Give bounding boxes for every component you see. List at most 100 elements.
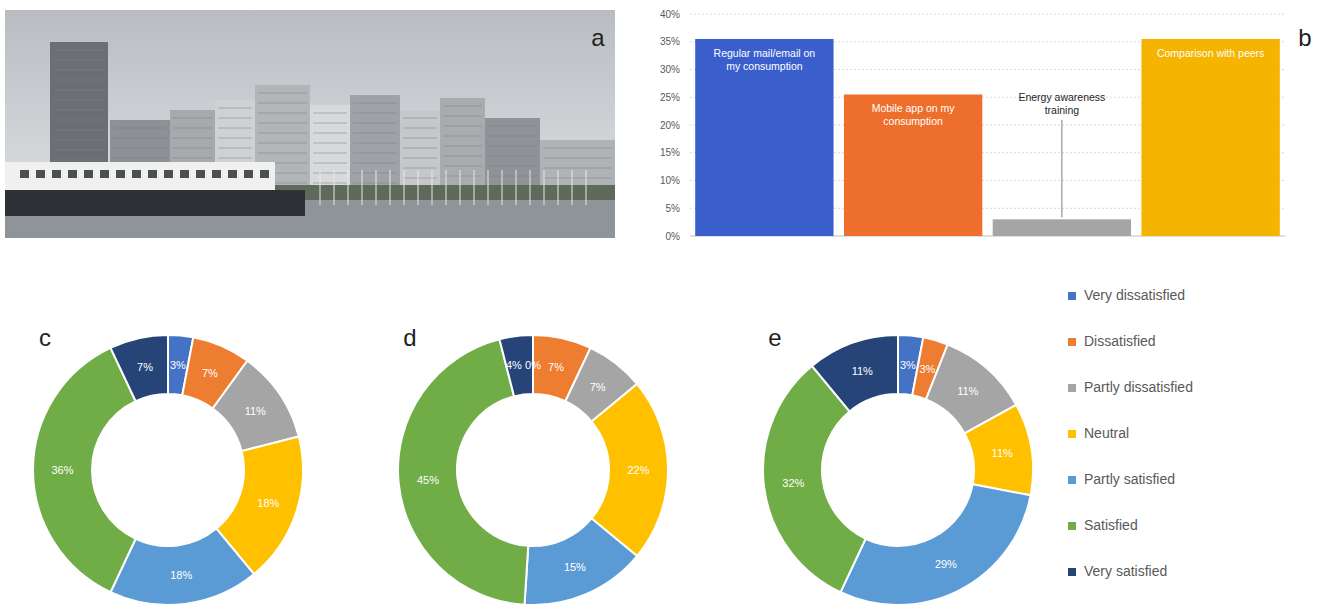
data-label: 29% xyxy=(935,558,957,570)
legend-label: Very dissatisfied xyxy=(1084,287,1185,303)
legend-label: Partly dissatisfied xyxy=(1084,379,1193,395)
boat-window xyxy=(20,170,29,178)
window-row xyxy=(258,143,307,144)
window-row xyxy=(443,166,482,167)
data-label: 3% xyxy=(900,359,916,371)
boat-window xyxy=(52,170,61,178)
mast xyxy=(474,170,475,205)
data-label: 7% xyxy=(590,381,606,393)
slice xyxy=(33,348,136,592)
mast xyxy=(432,170,433,205)
mast xyxy=(362,170,363,205)
window-row xyxy=(313,173,347,174)
category-label: Regular mail/email onmy consumption xyxy=(714,47,816,72)
boat-window xyxy=(148,170,157,178)
category-label: Mobile app on myconsumption xyxy=(872,102,956,127)
data-label: 32% xyxy=(782,477,804,489)
boat-window xyxy=(244,170,253,178)
window-row xyxy=(488,166,537,167)
label-line: Energy awareness xyxy=(1018,91,1105,103)
window-row xyxy=(543,148,612,149)
window-row xyxy=(443,116,482,117)
window-row xyxy=(543,168,612,169)
label-line: Mobile app on my xyxy=(872,102,956,114)
mast xyxy=(544,170,545,205)
window-row xyxy=(488,136,537,137)
window-row xyxy=(403,148,437,149)
window-row xyxy=(488,126,537,127)
tick-label: 15% xyxy=(660,147,680,158)
bar-chart: 0%5%10%15%20%25%30%35%40%Regular mail/em… xyxy=(660,9,1312,242)
mast xyxy=(460,170,461,205)
boat-window xyxy=(68,170,77,178)
window-row xyxy=(353,113,397,114)
slice xyxy=(525,518,638,605)
window-row xyxy=(313,143,347,144)
window-row xyxy=(113,158,167,159)
mast xyxy=(586,170,587,205)
window-row xyxy=(353,163,397,164)
window-row xyxy=(443,156,482,157)
legend-swatch xyxy=(1068,292,1076,300)
window-row xyxy=(353,153,397,154)
photo: a xyxy=(5,10,615,238)
legend-swatch xyxy=(1068,384,1076,392)
window-row xyxy=(353,123,397,124)
bar-labels: Regular mail/email onmy consumption Mobil… xyxy=(714,47,1265,217)
figure: a0%5%10%15%20%25%30%35%40%Regular mail/e… xyxy=(0,0,1326,614)
leader-line xyxy=(1061,120,1062,217)
window-row xyxy=(258,103,307,104)
boat-deck xyxy=(5,162,275,192)
mast xyxy=(404,170,405,205)
window-row xyxy=(313,113,347,114)
window-row xyxy=(173,128,212,129)
label-line: Regular mail/email on xyxy=(714,47,816,59)
slice-labels: 0%7%7%22%15%45%4% xyxy=(417,359,650,573)
boat-window xyxy=(196,170,205,178)
window-row xyxy=(258,123,307,124)
panel-label: a xyxy=(591,24,605,51)
window-row xyxy=(258,153,307,154)
data-label: 0% xyxy=(525,359,541,371)
window-row xyxy=(313,153,347,154)
legend-label: Neutral xyxy=(1084,425,1129,441)
window-row xyxy=(173,158,212,159)
window-row xyxy=(53,50,105,51)
window-row xyxy=(488,156,537,157)
window-row xyxy=(353,133,397,134)
bar xyxy=(844,94,982,236)
tick-label: 30% xyxy=(660,64,680,75)
window-row xyxy=(113,138,167,139)
tick-label: 35% xyxy=(660,36,680,47)
mast xyxy=(320,170,321,205)
donut-chart: c xyxy=(33,324,303,605)
legend: Very dissatisfiedDissatisfiedPartly diss… xyxy=(1068,287,1193,579)
panel-label: b xyxy=(1298,24,1311,51)
window-row xyxy=(403,168,437,169)
window-row xyxy=(218,118,252,119)
tick-label: 0% xyxy=(666,231,681,242)
legend-label: Partly satisfied xyxy=(1084,471,1175,487)
window-row xyxy=(53,100,105,101)
data-label: 11% xyxy=(992,447,1013,459)
window-row xyxy=(218,128,252,129)
window-row xyxy=(53,110,105,111)
window-row xyxy=(258,113,307,114)
legend-swatch xyxy=(1068,338,1076,346)
mast xyxy=(502,170,503,205)
boat-window xyxy=(84,170,93,178)
slice xyxy=(111,335,168,401)
grid-line xyxy=(690,14,1285,15)
window-row xyxy=(313,123,347,124)
tick-label: 20% xyxy=(660,120,680,131)
data-label: 15% xyxy=(564,561,586,573)
window-row xyxy=(218,138,252,139)
window-row xyxy=(53,130,105,131)
legend-swatch xyxy=(1068,522,1076,530)
data-label: 4% xyxy=(506,359,522,371)
boat-window xyxy=(36,170,45,178)
window-row xyxy=(443,106,482,107)
window-row xyxy=(53,140,105,141)
slice xyxy=(841,484,1031,605)
window-row xyxy=(218,108,252,109)
